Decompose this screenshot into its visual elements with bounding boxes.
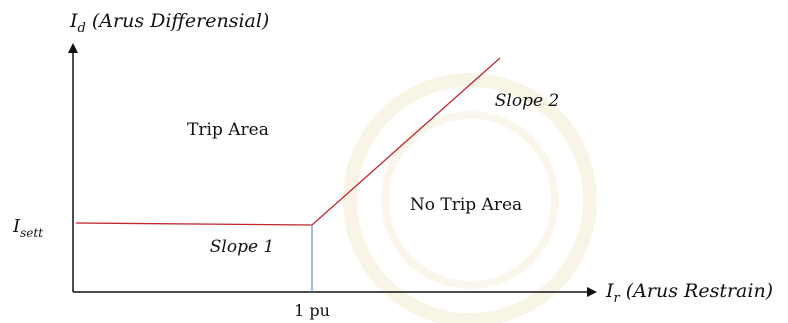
slope-1-label: Slope 1: [210, 237, 274, 257]
x-axis-symbol: I: [605, 280, 614, 302]
setting-symbol: I: [12, 216, 21, 237]
x-tick-label-1pu: 1 pu: [294, 301, 330, 320]
y-axis-label: Id (Arus Differensial): [69, 10, 269, 36]
x-axis-subscript: r: [614, 291, 621, 306]
setting-subscript: sett: [20, 226, 43, 240]
y-axis-subscript: d: [78, 21, 86, 36]
y-axis-symbol: I: [69, 10, 78, 32]
x-axis-caption: (Arus Restrain): [620, 280, 773, 302]
x-axis-label: Ir (Arus Restrain): [605, 280, 773, 306]
y-axis-caption: (Arus Differensial): [86, 10, 270, 32]
setting-current-label: Isett: [12, 216, 43, 240]
watermark-seal: [343, 73, 597, 323]
trip-area-label: Trip Area: [187, 120, 269, 140]
slope-2-label: Slope 2: [495, 91, 559, 111]
no-trip-area-label: No Trip Area: [410, 195, 522, 215]
